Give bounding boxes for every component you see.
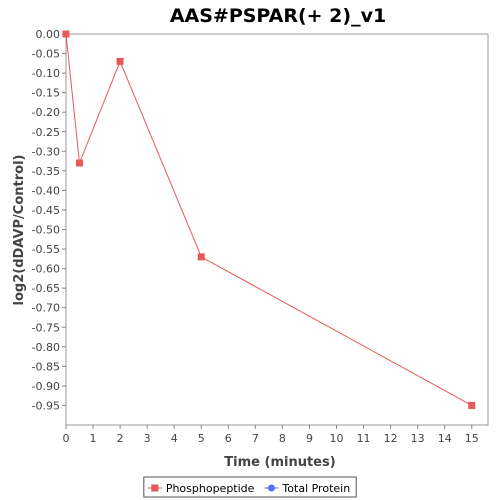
x-tick-label: 3 <box>144 432 151 445</box>
y-tick-label: -0.85 <box>32 360 60 373</box>
legend-box <box>143 476 357 498</box>
plot-frame <box>65 33 489 426</box>
y-tick-label: -0.90 <box>32 380 60 393</box>
y-tick-label: -0.20 <box>32 106 60 119</box>
chart-title: AAS#PSPAR(+ 2)_v1 <box>170 5 386 27</box>
data-point <box>76 159 84 167</box>
x-tick-label: 5 <box>198 432 205 445</box>
y-tick-label: -0.15 <box>32 87 60 100</box>
legend-marker <box>267 484 275 492</box>
x-axis: 0 1 2 3 4 5 6 7 8 9 10 11 12 13 14 15 <box>63 425 479 445</box>
y-tick-label: -0.65 <box>32 282 60 295</box>
y-tick-label: -0.45 <box>32 204 60 217</box>
x-tick-label: 2 <box>117 432 124 445</box>
x-tick-label: 10 <box>330 432 344 445</box>
y-tick-label: -0.80 <box>32 341 60 354</box>
legend-marker <box>151 484 159 492</box>
y-tick-label: -0.05 <box>32 48 60 61</box>
x-tick-label: 4 <box>171 432 178 445</box>
y-tick-label: -0.70 <box>32 302 60 315</box>
x-tick-label: 7 <box>252 432 259 445</box>
y-tick-label: -0.95 <box>32 399 60 412</box>
y-tick-label: -0.30 <box>32 145 60 158</box>
series-layer <box>62 30 476 409</box>
y-tick-label: -0.55 <box>32 243 60 256</box>
data-point <box>116 57 124 65</box>
x-tick-label: 13 <box>411 432 425 445</box>
y-tick-label: -0.60 <box>32 263 60 276</box>
y-axis-label: log2(dDAVP/Control) <box>12 155 27 306</box>
plot-area <box>65 33 489 426</box>
x-tick-label: 6 <box>225 432 232 445</box>
x-tick-label: 0 <box>63 432 70 445</box>
y-tick-label: -0.40 <box>32 184 60 197</box>
data-point <box>197 253 205 261</box>
x-tick-label: 9 <box>306 432 313 445</box>
x-tick-label: 11 <box>357 432 371 445</box>
legend-label: Total Protein <box>281 482 350 495</box>
y-tick-label: -0.75 <box>32 321 60 334</box>
y-tick-label: -0.10 <box>32 67 60 80</box>
x-tick-label: 12 <box>384 432 398 445</box>
y-tick-label: -0.25 <box>32 126 60 139</box>
y-axis: 0.00 -0.05 -0.10 -0.15 -0.20 -0.25 -0.30 -0.35 -… <box>32 28 66 412</box>
x-axis-label: Time (minutes) <box>224 455 335 470</box>
y-tick-label: 0.00 <box>36 28 61 41</box>
y-tick-label: -0.50 <box>32 224 60 237</box>
x-tick-label: 14 <box>438 432 452 445</box>
x-tick-label: 1 <box>90 432 97 445</box>
x-tick-label: 15 <box>465 432 479 445</box>
data-point <box>62 30 70 38</box>
legend: Phosphopeptide Total Protein <box>143 476 357 498</box>
y-tick-label: -0.35 <box>32 165 60 178</box>
x-tick-label: 8 <box>279 432 286 445</box>
data-point <box>468 401 476 409</box>
legend-label: Phosphopeptide <box>166 482 255 495</box>
